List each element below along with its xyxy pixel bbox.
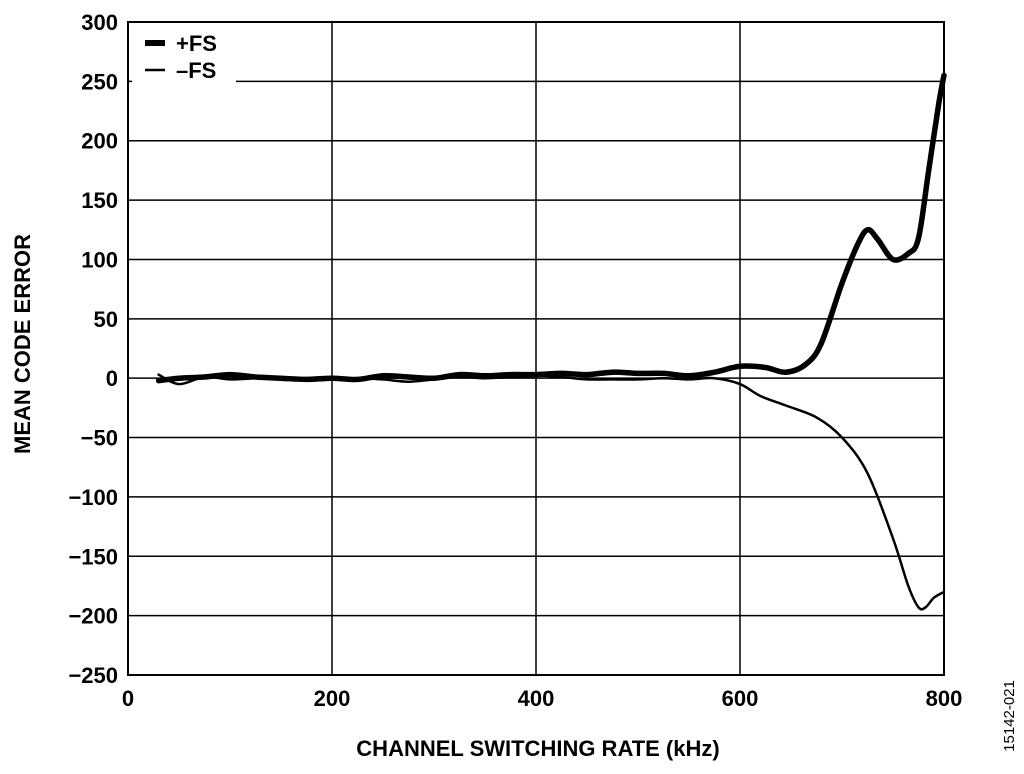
x-tick-labels: 0 200 400 600 800 <box>122 686 962 711</box>
legend: +FS –FS <box>132 26 236 84</box>
y-tick-label: 250 <box>81 69 118 94</box>
x-tick-label: 0 <box>122 686 134 711</box>
y-tick-label: 100 <box>81 247 118 272</box>
x-tick-label: 400 <box>518 686 555 711</box>
legend-label-plus-fs: +FS <box>176 31 217 56</box>
y-tick-label: 200 <box>81 129 118 154</box>
y-tick-label: −200 <box>68 604 118 629</box>
y-tick-label: −100 <box>68 485 118 510</box>
x-tick-label: 800 <box>926 686 963 711</box>
y-tick-label: −150 <box>68 544 118 569</box>
series-line-plus-fs <box>155 72 947 384</box>
x-tick-label: 600 <box>722 686 759 711</box>
plot-lines <box>155 72 947 611</box>
y-axis-title: MEAN CODE ERROR <box>10 234 35 454</box>
y-tick-label: 50 <box>94 307 118 332</box>
x-tick-label: 200 <box>314 686 351 711</box>
legend-background <box>132 26 236 84</box>
figure-id: 15142-021 <box>1001 680 1018 752</box>
y-tick-label: 0 <box>106 366 118 391</box>
y-tick-label: −50 <box>81 426 118 451</box>
y-tick-labels: 300 250 200 150 100 50 0 −50 −100 −150 −200 −250 <box>68 10 118 688</box>
y-tick-label: 150 <box>81 188 118 213</box>
y-tick-label: −250 <box>68 663 118 688</box>
x-axis-title: CHANNEL SWITCHING RATE (kHz) <box>356 736 719 761</box>
plot-frame <box>127 21 945 676</box>
y-tick-label: 300 <box>81 10 118 35</box>
legend-label-minus-fs: –FS <box>176 58 216 83</box>
